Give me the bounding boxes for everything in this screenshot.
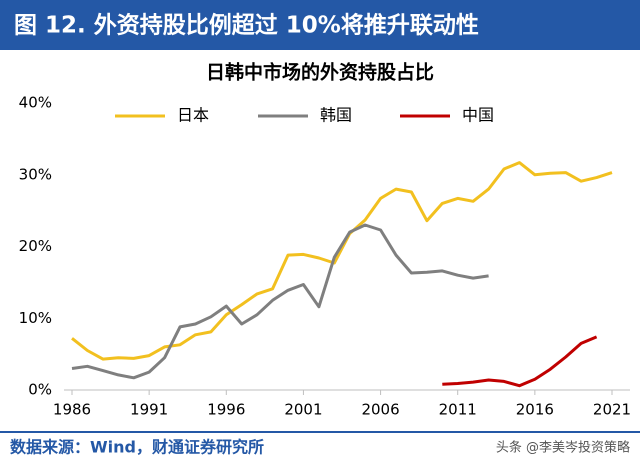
series-line bbox=[71, 223, 489, 380]
x-tick-label: 1986 bbox=[53, 401, 91, 419]
legend-label: 日本 bbox=[177, 106, 209, 125]
chart-title: 日韩中市场的外资持股占比 bbox=[206, 61, 434, 84]
x-tick-label: 1991 bbox=[130, 401, 168, 419]
legend-label: 韩国 bbox=[320, 106, 352, 125]
series-line bbox=[442, 335, 598, 388]
y-tick-label: 40% bbox=[19, 94, 52, 112]
legend-label: 中国 bbox=[462, 106, 494, 125]
series-line bbox=[71, 161, 613, 361]
x-tick-label: 2006 bbox=[361, 401, 399, 419]
x-tick-label: 2021 bbox=[593, 401, 631, 419]
y-tick-label: 20% bbox=[19, 237, 52, 255]
footer-source: 数据来源：Wind，财通证券研究所 bbox=[10, 438, 264, 457]
y-tick-label: 30% bbox=[19, 165, 52, 183]
watermark: 头条 @李美岑投资策略 bbox=[496, 440, 630, 456]
header-title: 图 12. 外资持股比例超过 10%将推升联动性 bbox=[14, 12, 479, 39]
x-tick-label: 1996 bbox=[207, 401, 245, 419]
header-band bbox=[0, 0, 640, 50]
x-tick-label: 2016 bbox=[516, 401, 554, 419]
x-tick-label: 2011 bbox=[439, 401, 477, 419]
x-tick-label: 2001 bbox=[284, 401, 322, 419]
y-tick-label: 0% bbox=[28, 381, 52, 399]
y-tick-label: 10% bbox=[19, 309, 52, 327]
